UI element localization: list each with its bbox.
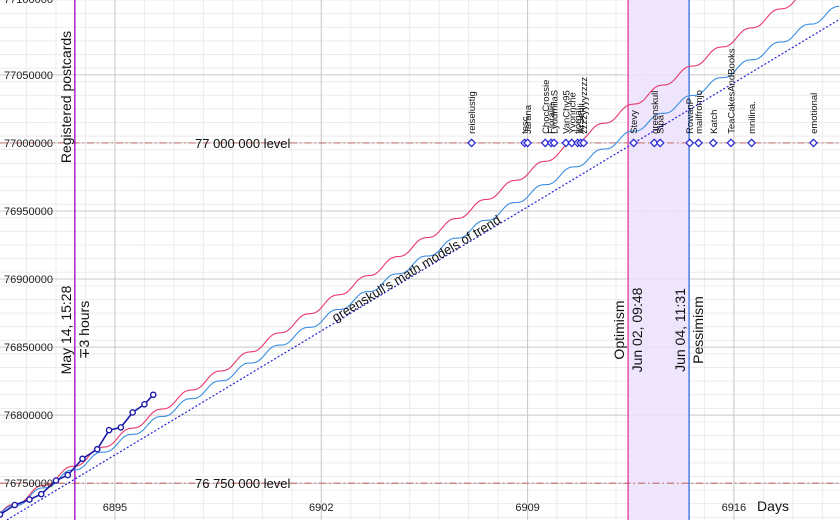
milestone-name: greenskull bbox=[650, 91, 661, 134]
milestone-marker bbox=[467, 138, 477, 148]
milestone-marker bbox=[694, 138, 704, 148]
milestone-name: Jarana bbox=[523, 104, 534, 134]
milestone-name: tesc bbox=[520, 116, 531, 134]
milestone-name: ChocCrossie bbox=[541, 80, 552, 134]
milestone-marker bbox=[561, 138, 571, 148]
level-label: 77 000 000 level bbox=[195, 136, 291, 151]
y-axis-title: Registered postcards bbox=[58, 31, 74, 163]
observed-point bbox=[93, 445, 101, 453]
milestone-marker bbox=[649, 138, 659, 148]
vertical-marker-label: Jun 02, 09:48 bbox=[629, 287, 645, 372]
x-axis-title: Days bbox=[757, 498, 789, 514]
milestone-name: TeaCakesAndBooks bbox=[726, 48, 737, 134]
milestone-marker bbox=[540, 138, 550, 148]
milestone-marker bbox=[629, 138, 639, 148]
observed-point bbox=[149, 391, 157, 399]
axes: 6895 6902 6909 6916 76750000 76800000 76850000… bbox=[4, 0, 789, 514]
milestone-name: mailfromjo bbox=[694, 90, 705, 134]
level-label: 76 750 000 level bbox=[195, 476, 291, 491]
observed-point bbox=[129, 409, 136, 416]
milestone-marker bbox=[523, 138, 533, 148]
trend-line bbox=[5, 18, 840, 520]
x-tick-label: 6916 bbox=[722, 502, 746, 514]
observed-point bbox=[37, 490, 45, 498]
milestone-marker bbox=[808, 138, 818, 148]
milestone-name: RowanP bbox=[685, 98, 696, 134]
milestone-name: zzzzyyyyzzzz bbox=[579, 77, 590, 134]
y-tick-label: 76850000 bbox=[4, 342, 53, 354]
milestone-marker bbox=[655, 138, 665, 148]
y-tick-label: 77000000 bbox=[4, 138, 53, 150]
observed-point bbox=[0, 511, 4, 518]
pessimistic-model-line bbox=[0, 5, 840, 515]
y-tick-label: 76900000 bbox=[4, 274, 53, 286]
milestone-marker bbox=[747, 138, 757, 148]
milestone-marker bbox=[685, 138, 695, 148]
observed-point bbox=[52, 477, 60, 484]
y-tick-label: 76750000 bbox=[4, 478, 53, 490]
observed-point bbox=[117, 424, 125, 431]
milestone-name: VanChy95 bbox=[561, 90, 572, 134]
vertical-marker-label: Jun 04, 11:31 bbox=[672, 288, 688, 372]
optimism-pessimism-band bbox=[628, 0, 690, 520]
milestone-name: Stevy bbox=[629, 110, 640, 134]
milestone-marker bbox=[567, 138, 577, 148]
milestone-marker bbox=[708, 138, 718, 148]
milestone-name: Katch bbox=[709, 110, 720, 134]
x-tick-label: 6902 bbox=[309, 502, 333, 514]
y-tick-label: 77100000 bbox=[4, 0, 53, 6]
milestone-name: Sipa bbox=[656, 114, 667, 134]
observed-point bbox=[141, 400, 148, 408]
milestone-markers bbox=[467, 138, 818, 148]
observed-point bbox=[79, 455, 86, 463]
x-tick-label: 6895 bbox=[103, 502, 127, 514]
milestone-name: mnilina. bbox=[747, 101, 758, 134]
milestone-name: tjorgal bbox=[573, 108, 584, 134]
milestone-name: Yvonnche bbox=[567, 92, 578, 134]
milestone-name: Floralie bbox=[547, 103, 558, 134]
vertical-marker-label: May 14, 15:28 bbox=[58, 285, 74, 374]
milestone-name: emotional bbox=[809, 93, 820, 134]
vertical-markers bbox=[74, 0, 690, 520]
observed-point bbox=[64, 471, 72, 479]
observed-point bbox=[105, 426, 113, 434]
milestone-marker bbox=[579, 138, 589, 148]
labels: 77 000 000 level 76 750 000 level reiselus… bbox=[58, 48, 820, 491]
milestone-name: reiselustig bbox=[467, 91, 478, 134]
x-tick-label: 6909 bbox=[515, 502, 539, 514]
milestone-name: ArSeuli bbox=[576, 103, 587, 134]
milestone-marker bbox=[549, 138, 559, 148]
y-tick-label: 76950000 bbox=[4, 206, 53, 218]
y-tick-label: 77050000 bbox=[4, 70, 53, 82]
vertical-marker-label: ∓3 hours bbox=[76, 301, 92, 359]
vertical-marker-label: Optimism bbox=[611, 300, 627, 359]
shaded-region bbox=[628, 0, 690, 520]
y-tick-label: 76800000 bbox=[4, 410, 53, 422]
milestone-marker bbox=[726, 138, 736, 148]
vertical-marker-label: Pessimism bbox=[690, 296, 706, 364]
trend-label: greenskull's math models of trend bbox=[329, 212, 503, 325]
observed-point bbox=[11, 501, 19, 509]
observed-point bbox=[26, 496, 33, 503]
milestone-name: LyudmilaS bbox=[550, 90, 561, 134]
